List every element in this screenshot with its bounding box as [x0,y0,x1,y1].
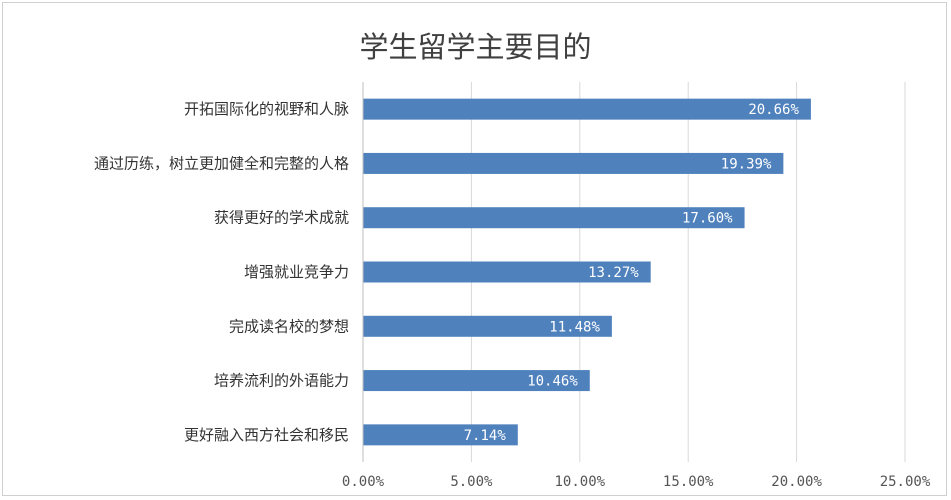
data-label: 11.48% [549,319,600,335]
category-label: 获得更好的学术成就 [214,209,349,227]
category-label: 增强就业竞争力 [244,263,349,281]
category-label: 培养流利的外语能力 [214,372,349,390]
x-tick-label: 25.00% [880,474,931,490]
data-label: 10.46% [527,374,578,390]
chart-title: 学生留学主要目的 [359,30,592,64]
x-tick-label: 0.00% [342,474,385,490]
category-label: 通过历练，树立更加健全和完整的人格 [94,154,349,172]
bar [363,152,784,174]
bar [363,207,745,229]
category-label: 更好融入西方社会和移民 [184,426,349,444]
data-label: 7.14% [464,428,507,444]
bar [363,315,612,337]
x-tick-label: 15.00% [663,474,714,490]
category-label: 开拓国际化的视野和人脉 [184,100,349,118]
data-label: 20.66% [748,102,799,118]
x-tick-label: 5.00% [450,474,493,490]
category-label: 完成读名校的梦想 [229,317,349,335]
x-tick-label: 10.00% [555,474,606,490]
data-label: 19.39% [721,156,772,172]
bar [363,424,518,446]
data-label: 13.27% [588,265,639,281]
data-label: 17.60% [682,211,733,227]
bar [363,370,590,392]
x-tick-label: 20.00% [771,474,822,490]
bar [363,261,651,283]
bar [363,98,811,120]
